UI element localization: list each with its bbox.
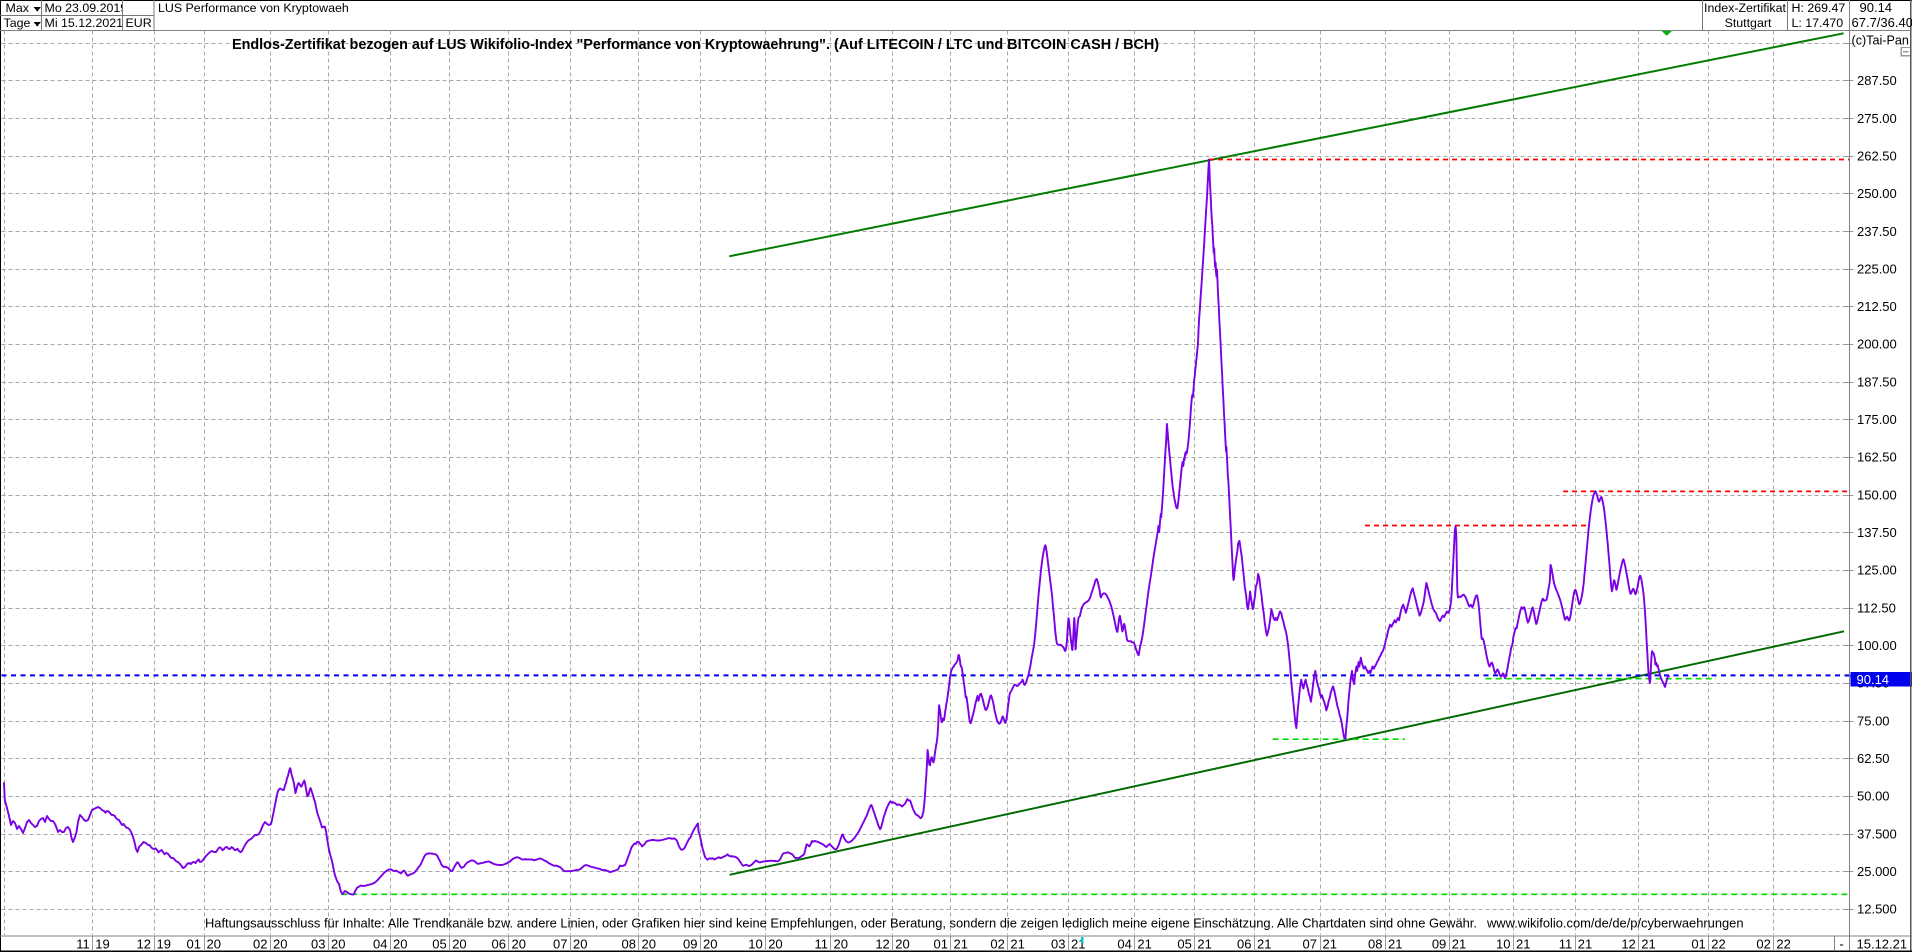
svg-text:08: 08 — [622, 937, 636, 952]
svg-text:22: 22 — [1776, 937, 1790, 952]
svg-text:Endlos-Zertifikat bezogen auf: Endlos-Zertifikat bezogen auf LUS Wikifo… — [232, 37, 1159, 53]
svg-text:21: 21 — [1257, 937, 1271, 952]
svg-text:07: 07 — [1303, 937, 1317, 952]
svg-text:275.00: 275.00 — [1857, 111, 1897, 126]
svg-text:Mo 23.09.2019: Mo 23.09.2019 — [45, 1, 128, 15]
svg-text:08: 08 — [1368, 937, 1382, 952]
svg-text:11: 11 — [76, 937, 90, 952]
svg-text:37.500: 37.500 — [1857, 826, 1897, 841]
svg-text:LUS Performance von Kryptowaeh: LUS Performance von Kryptowaeh — [158, 1, 349, 15]
svg-text:10: 10 — [1496, 937, 1510, 952]
svg-text:EUR: EUR — [126, 16, 152, 30]
svg-text:Tage: Tage — [4, 16, 31, 30]
svg-text:(c)Tai-Pan: (c)Tai-Pan — [1852, 33, 1909, 47]
svg-text:01: 01 — [1691, 937, 1705, 952]
svg-text:162.50: 162.50 — [1857, 450, 1897, 465]
svg-text:11: 11 — [815, 937, 829, 952]
svg-text:225.00: 225.00 — [1857, 261, 1897, 276]
svg-text:237.50: 237.50 — [1857, 224, 1897, 239]
svg-text:19: 19 — [95, 937, 109, 952]
svg-text:20: 20 — [393, 937, 407, 952]
svg-text:02: 02 — [990, 937, 1004, 952]
svg-text:05: 05 — [432, 937, 446, 952]
svg-text:20: 20 — [768, 937, 782, 952]
svg-text:12.500: 12.500 — [1857, 902, 1897, 917]
svg-text:22: 22 — [1711, 937, 1725, 952]
svg-text:250.00: 250.00 — [1857, 186, 1897, 201]
svg-text:06: 06 — [1237, 937, 1251, 952]
svg-text:262.50: 262.50 — [1857, 148, 1897, 163]
svg-text:09: 09 — [683, 937, 697, 952]
svg-text:03: 03 — [1051, 937, 1065, 952]
svg-text:21: 21 — [1578, 937, 1592, 952]
svg-text:187.50: 187.50 — [1857, 374, 1897, 389]
svg-text:Mi 15.12.2021: Mi 15.12.2021 — [45, 16, 124, 30]
svg-text:20: 20 — [703, 937, 717, 952]
svg-text:L: 17.470: L: 17.470 — [1792, 16, 1844, 30]
svg-text:12: 12 — [137, 937, 151, 952]
svg-text:04: 04 — [373, 937, 387, 952]
svg-text:21: 21 — [1641, 937, 1655, 952]
svg-text:175.00: 175.00 — [1857, 412, 1897, 427]
svg-text:20: 20 — [331, 937, 345, 952]
svg-text:02: 02 — [253, 937, 267, 952]
svg-text:212.50: 212.50 — [1857, 299, 1897, 314]
svg-text:Index-Zertifikat: Index-Zertifikat — [1704, 1, 1787, 15]
svg-text:287.50: 287.50 — [1857, 73, 1897, 88]
svg-text:11: 11 — [1559, 937, 1573, 952]
svg-text:09: 09 — [1432, 937, 1446, 952]
svg-text:100.00: 100.00 — [1857, 638, 1897, 653]
svg-text:90.14: 90.14 — [1857, 672, 1890, 687]
svg-text:67.7/36.40: 67.7/36.40 — [1852, 15, 1912, 30]
svg-text:01: 01 — [934, 937, 948, 952]
svg-text:21: 21 — [1388, 937, 1402, 952]
svg-text:Stuttgart: Stuttgart — [1725, 16, 1772, 30]
svg-text:Max: Max — [6, 1, 30, 15]
svg-text:20: 20 — [573, 937, 587, 952]
svg-text:Haftungsausschluss für Inhalte: Haftungsausschluss für Inhalte: Alle Tre… — [205, 916, 1744, 931]
svg-text:04: 04 — [1117, 937, 1131, 952]
svg-text:21: 21 — [1516, 937, 1530, 952]
svg-text:15.12.21: 15.12.21 — [1857, 937, 1908, 952]
svg-text:21: 21 — [1137, 937, 1151, 952]
svg-text:20: 20 — [895, 937, 909, 952]
svg-text:20: 20 — [452, 937, 466, 952]
svg-text:21: 21 — [1323, 937, 1337, 952]
svg-text:-: - — [1839, 937, 1843, 952]
svg-text:12: 12 — [1621, 937, 1635, 952]
svg-text:20: 20 — [207, 937, 221, 952]
svg-text:20: 20 — [512, 937, 526, 952]
svg-text:20: 20 — [273, 937, 287, 952]
svg-text:90.14: 90.14 — [1860, 0, 1893, 15]
svg-text:21: 21 — [1452, 937, 1466, 952]
svg-text:137.50: 137.50 — [1857, 525, 1897, 540]
svg-text:21: 21 — [954, 937, 968, 952]
svg-text:150.00: 150.00 — [1857, 487, 1897, 502]
svg-text:112.50: 112.50 — [1857, 600, 1896, 615]
svg-text:62.50: 62.50 — [1857, 751, 1890, 766]
svg-text:75.00: 75.00 — [1857, 713, 1890, 728]
svg-text:06: 06 — [492, 937, 506, 952]
svg-text:07: 07 — [553, 937, 567, 952]
svg-text:21: 21 — [1197, 937, 1211, 952]
svg-text:02: 02 — [1756, 937, 1770, 952]
svg-text:19: 19 — [157, 937, 171, 952]
svg-text:03: 03 — [311, 937, 325, 952]
svg-text:20: 20 — [834, 937, 848, 952]
svg-text:200.00: 200.00 — [1857, 337, 1897, 352]
svg-text:05: 05 — [1177, 937, 1191, 952]
svg-text:125.00: 125.00 — [1857, 563, 1897, 578]
svg-text:50.00: 50.00 — [1857, 789, 1890, 804]
svg-text:25.000: 25.000 — [1857, 864, 1897, 879]
svg-text:20: 20 — [642, 937, 656, 952]
svg-text:H: 269.47: H: 269.47 — [1792, 1, 1846, 15]
svg-text:12: 12 — [875, 937, 889, 952]
svg-text:10: 10 — [748, 937, 762, 952]
svg-text:21: 21 — [1010, 937, 1024, 952]
svg-text:01: 01 — [187, 937, 201, 952]
